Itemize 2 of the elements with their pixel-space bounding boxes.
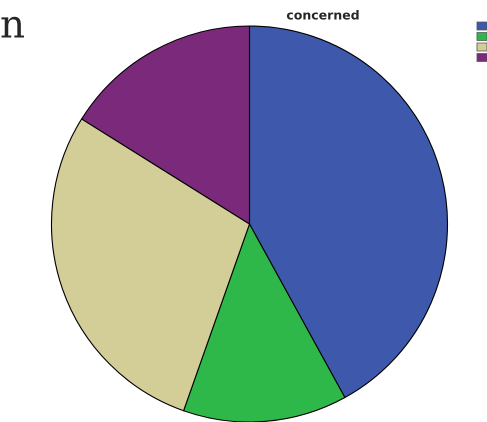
text: n (1, 16, 24, 38)
legend-title: concerned (286, 10, 359, 20)
